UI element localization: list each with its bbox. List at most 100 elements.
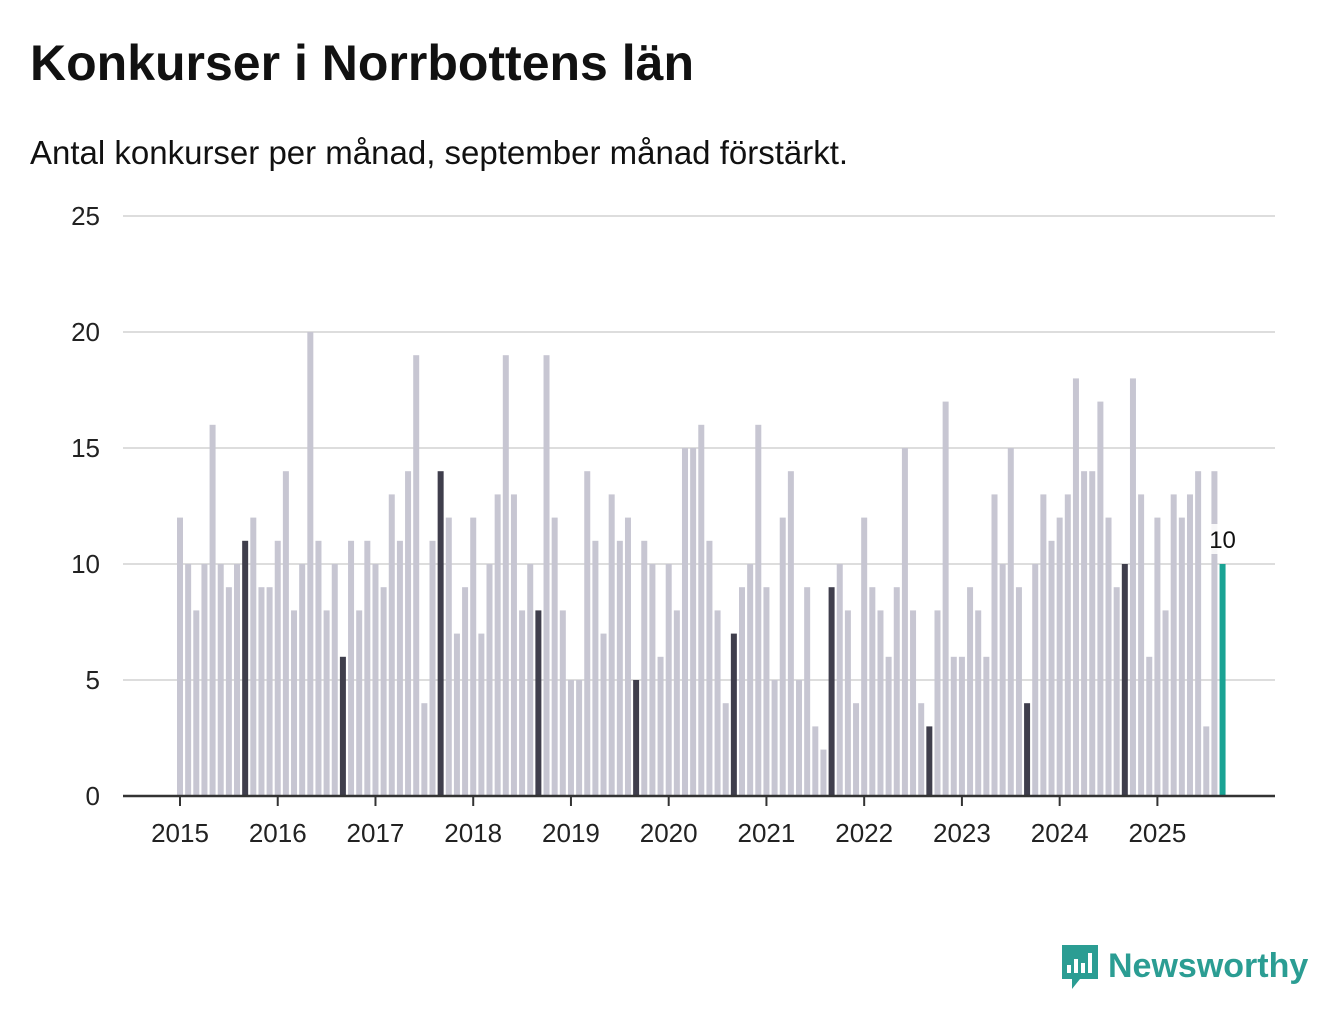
bar [1081,471,1088,796]
data-label-bg [1202,524,1239,554]
bar [747,564,754,796]
bar [486,564,493,796]
bar [1105,517,1112,796]
bar [519,610,526,796]
bar [1121,564,1128,796]
bar [665,564,672,796]
bar [576,680,583,796]
bar [918,703,925,796]
bar [225,587,232,796]
bar [910,610,917,796]
bar [649,564,656,796]
bar [812,726,819,796]
bar [755,424,762,796]
bar [1129,378,1136,796]
x-tick-label: 2016 [249,818,307,848]
chart-title: Konkurser i Norrbottens län [30,35,694,91]
bar [535,610,542,796]
latest-value-label: 10 [1209,527,1236,554]
bar [421,703,428,796]
x-tick-label: 2017 [347,818,405,848]
bar [771,680,778,796]
bar [510,494,517,796]
bar [551,517,558,796]
bar [877,610,884,796]
bar [470,517,477,796]
bar [1146,656,1153,796]
bar [413,355,420,796]
bar [274,540,281,796]
bar [787,471,794,796]
bar [437,471,444,796]
bar [380,587,387,796]
bar [396,540,403,796]
y-tick-label: 25 [71,201,100,231]
bar [869,587,876,796]
x-tick-label: 2022 [835,818,893,848]
x-tick-label: 2023 [933,818,991,848]
bar [616,540,623,796]
bar [177,517,183,796]
bar [942,401,949,796]
bar [1040,494,1047,796]
bar [1024,703,1031,796]
bar [983,656,990,796]
bar [698,424,705,796]
x-tick-label: 2019 [542,818,600,848]
bar [828,587,835,796]
bar [820,749,827,796]
brand-name: Newsworthy [1108,946,1309,985]
bar [1056,517,1063,796]
bar [861,517,868,796]
bar [1097,401,1104,796]
bar [1138,494,1145,796]
bar [779,517,786,796]
bar [209,424,216,796]
bar [282,471,289,796]
bar [339,656,346,796]
bar [763,587,770,796]
bar [234,564,241,796]
bar [714,610,721,796]
bar [600,633,607,796]
bar [853,703,860,796]
bar [1089,471,1096,796]
x-tick-label: 2018 [444,818,502,848]
bar [1154,517,1161,796]
bar [796,680,803,796]
bar [1162,610,1169,796]
bar [991,494,998,796]
bar [844,610,851,796]
bar [730,633,737,796]
bar [706,540,713,796]
bar [372,564,379,796]
bar [657,656,664,796]
bar [999,564,1006,796]
x-tick-label: 2020 [640,818,698,848]
bar [681,448,688,796]
chart-subtitle: Antal konkurser per månad, september mån… [30,134,849,171]
bar [527,564,534,796]
bar [967,587,974,796]
bar [217,564,224,796]
bar [445,517,452,796]
newsworthy-logo[interactable]: Newsworthy [1060,940,1308,992]
bar [250,517,257,796]
bar [901,448,908,796]
bar [453,633,460,796]
y-tick-label: 20 [71,317,100,347]
x-tick-label: 2024 [1031,818,1089,848]
bar [478,633,485,796]
bar [950,656,957,796]
bar [193,610,200,796]
bar [242,540,249,796]
bar [462,587,469,796]
bar [1211,471,1218,796]
bar [502,355,509,796]
bar [388,494,395,796]
bar [356,610,363,796]
bar [1195,471,1202,796]
bar [185,564,192,796]
bar [1186,494,1193,796]
